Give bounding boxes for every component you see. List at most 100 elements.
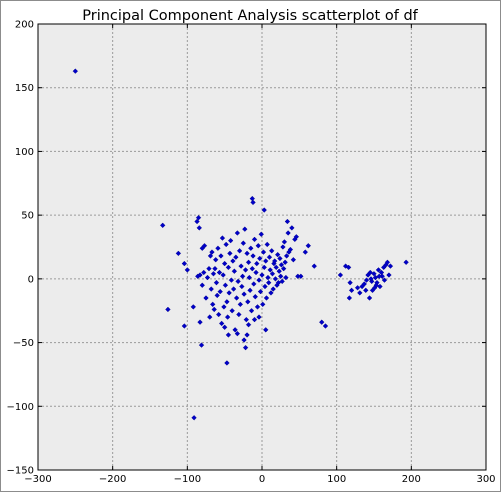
data-point <box>256 314 262 320</box>
data-point <box>165 306 171 313</box>
data-point <box>248 308 255 314</box>
data-point <box>357 290 363 296</box>
data-point <box>268 290 274 296</box>
data-point <box>250 253 256 259</box>
data-point <box>233 254 239 260</box>
data-point <box>175 250 182 257</box>
data-point <box>191 415 197 421</box>
y-tick-label: 150 <box>15 83 34 94</box>
data-point <box>386 272 392 278</box>
data-point <box>239 283 245 290</box>
data-point <box>208 286 214 292</box>
data-point <box>225 264 232 271</box>
data-point <box>283 274 289 281</box>
y-tick-label: 200 <box>15 20 34 31</box>
data-point <box>260 249 267 255</box>
data-point <box>259 272 265 278</box>
x-tick-label: 0 <box>259 474 265 485</box>
data-point <box>276 268 282 274</box>
y-tick-label: 50 <box>21 211 34 222</box>
data-point <box>206 265 212 272</box>
data-point <box>218 253 224 259</box>
data-point <box>289 225 295 231</box>
data-point <box>230 258 236 264</box>
data-point <box>361 281 367 287</box>
plot-area <box>38 24 486 470</box>
data-point <box>261 264 267 271</box>
data-point <box>277 273 284 279</box>
data-point <box>242 344 249 351</box>
data-point <box>265 274 271 281</box>
data-point <box>322 323 329 329</box>
y-tick-label: −50 <box>13 338 34 349</box>
data-point <box>255 243 261 249</box>
data-point <box>245 299 251 305</box>
data-point <box>283 253 290 259</box>
data-point <box>363 287 369 294</box>
data-point <box>231 268 238 274</box>
data-point <box>203 295 209 301</box>
data-point <box>261 207 267 213</box>
data-point <box>236 248 243 254</box>
data-point <box>235 278 241 285</box>
data-point <box>290 257 297 263</box>
y-tick-label: 100 <box>15 147 34 158</box>
data-point <box>160 222 166 229</box>
data-point <box>381 277 388 283</box>
data-point <box>234 230 241 236</box>
data-point <box>266 254 273 260</box>
data-point <box>274 251 281 258</box>
y-tick-label: −150 <box>7 466 34 477</box>
data-point <box>257 288 264 295</box>
data-point <box>337 272 344 278</box>
data-point <box>218 320 225 327</box>
data-point <box>348 287 355 294</box>
data-point <box>280 244 286 250</box>
x-tick-label: 200 <box>402 474 421 485</box>
data-point <box>269 248 275 254</box>
data-point <box>181 323 188 329</box>
data-point <box>247 287 253 294</box>
data-point <box>229 308 235 314</box>
data-point <box>211 306 217 313</box>
data-point <box>209 249 215 255</box>
data-point <box>258 231 264 237</box>
data-point <box>254 304 261 310</box>
data-point <box>224 360 230 366</box>
data-point <box>363 277 370 283</box>
data-point <box>302 249 308 255</box>
x-tick-label: 300 <box>476 474 495 485</box>
data-point <box>366 295 373 301</box>
data-point <box>201 243 208 249</box>
data-point <box>199 282 205 288</box>
data-point <box>279 278 285 285</box>
data-point <box>190 304 196 310</box>
data-point <box>222 282 229 288</box>
data-point <box>228 277 235 283</box>
data-point <box>305 243 311 249</box>
data-point <box>285 230 291 236</box>
data-point <box>195 215 202 221</box>
data-point <box>263 327 269 333</box>
data-point <box>220 272 226 278</box>
data-point <box>232 327 238 333</box>
data-point <box>367 269 373 276</box>
data-point <box>238 263 244 269</box>
data-point <box>233 295 240 301</box>
data-point <box>221 324 228 330</box>
data-point <box>249 265 255 272</box>
data-point <box>216 311 222 318</box>
data-point <box>196 225 202 231</box>
data-point <box>242 267 249 273</box>
data-point <box>212 265 218 272</box>
data-point <box>253 269 259 276</box>
data-point <box>284 218 291 225</box>
data-point <box>251 316 258 323</box>
chart-title: Principal Component Analysis scatterplot… <box>82 8 418 24</box>
data-points <box>72 68 409 421</box>
data-point <box>270 286 276 292</box>
data-point <box>227 250 233 257</box>
axis-ticks: −300 −200 −100 0 100 200 300 −150 −100 −50 0 50 100 1… <box>7 20 496 486</box>
data-point <box>197 272 203 278</box>
